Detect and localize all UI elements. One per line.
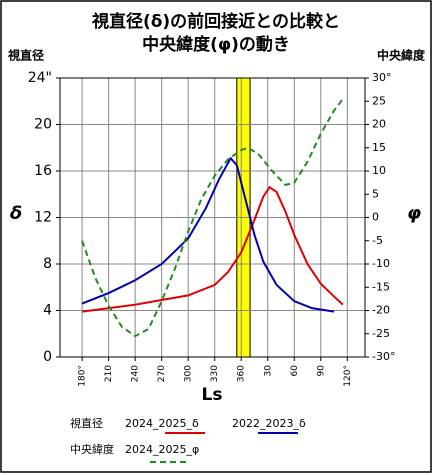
y2-tick-label: 0	[372, 211, 379, 224]
y2-axis-label: φ	[407, 203, 421, 224]
series-line	[81, 98, 344, 338]
y2-tick-label: -5	[372, 234, 383, 247]
y-tick-label: 4	[43, 303, 52, 319]
x-tick-label: 360	[237, 365, 247, 382]
y2-tick-label: -20	[372, 304, 390, 317]
y2-tick-label: 15	[372, 141, 386, 154]
y2-unit-label: 中央緯度	[377, 48, 426, 63]
y2-tick-label: 30°	[372, 71, 392, 84]
chart-title: 中央緯度(φ)の動き	[142, 34, 290, 55]
x-tick-label: 60	[290, 365, 300, 377]
legend-group: 中央緯度	[70, 442, 114, 456]
legend-group: 視直径	[70, 416, 103, 430]
x-tick-label: 120°	[343, 365, 353, 387]
y2-tick-label: 5	[372, 187, 379, 200]
y-unit-label: 視直径	[7, 48, 44, 63]
y2-tick-label: -10	[372, 257, 390, 270]
y-tick-label: 20	[34, 117, 52, 133]
legend-label: 2024_2025_δ	[125, 417, 199, 430]
x-tick-label: 270	[157, 365, 167, 382]
y-axis-label: δ	[10, 203, 22, 224]
x-tick-label: 300	[184, 365, 194, 382]
y-tick-label: 16	[34, 163, 52, 179]
chart-title: 視直径(δ)の前回接近との比較と	[91, 11, 340, 32]
x-axis-label: Ls	[202, 385, 223, 405]
y2-tick-label: -30°	[372, 350, 395, 363]
x-tick-label: 90	[316, 365, 326, 377]
x-tick-label: 30	[263, 365, 273, 377]
plot-frame	[59, 77, 366, 358]
x-tick-label: 240	[131, 365, 141, 382]
legend-label: 2024_2025_φ	[125, 443, 199, 456]
x-tick-label: 210	[104, 365, 114, 382]
series-line	[81, 185, 344, 313]
y2-tick-label: 25	[372, 94, 386, 107]
y-tick-label: 24"	[28, 70, 52, 86]
y2-tick-label: -25	[372, 327, 390, 340]
x-tick-label: 180°	[78, 365, 88, 387]
y-tick-label: 0	[43, 349, 52, 365]
y2-tick-label: 20	[372, 118, 386, 131]
y2-tick-label: 10	[372, 164, 386, 177]
y-tick-label: 8	[43, 256, 52, 272]
series-line	[81, 156, 335, 313]
y2-tick-label: -15	[372, 280, 390, 293]
legend-label: 2022_2023_δ	[232, 417, 306, 430]
x-tick-label: 330	[210, 365, 220, 382]
y-tick-label: 12	[34, 210, 52, 226]
